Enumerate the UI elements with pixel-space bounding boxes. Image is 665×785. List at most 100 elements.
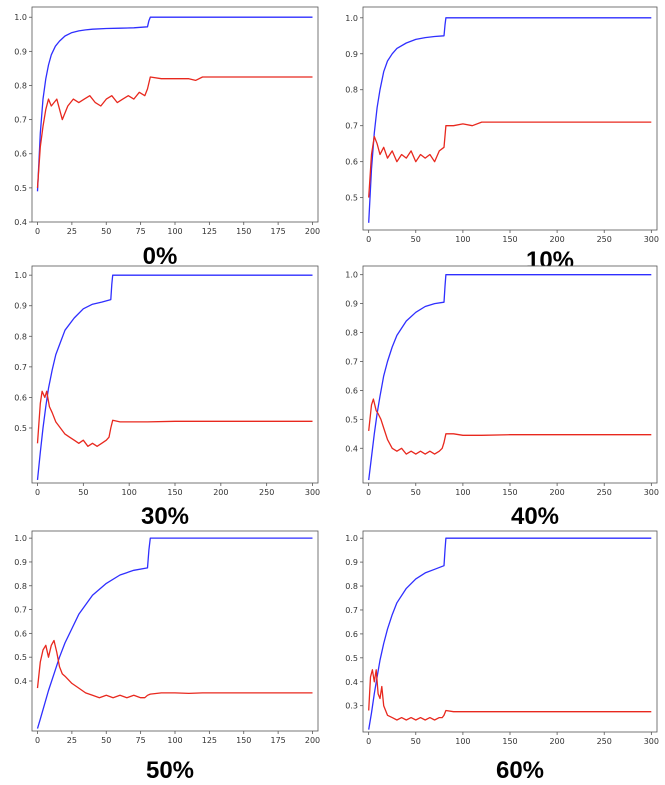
x-tick-label: 150 xyxy=(167,488,182,497)
x-tick-label: 0 xyxy=(35,736,40,745)
x-tick-label: 125 xyxy=(202,736,217,745)
x-tick-label: 50 xyxy=(411,737,421,746)
x-tick-label: 125 xyxy=(202,227,217,236)
x-tick-label: 200 xyxy=(305,227,320,236)
chart-panel-2: 0 50 100 150 200 250 300 0.5 0.6 0.7 0.8 0.9 1.0 30% xyxy=(0,260,330,530)
chart-panel-0: 0 25 50 75 100 125 150 175 200 0.4 0.5 0.6 0.7 0.8 0.9… xyxy=(0,0,330,270)
y-tick-label: 0.6 xyxy=(14,393,27,402)
y-tick-label: 0.7 xyxy=(14,116,27,125)
y-tick-label: 0.6 xyxy=(345,386,358,395)
x-tick-label: 0 xyxy=(366,737,371,746)
plot-frame xyxy=(31,6,319,223)
x-tick-label: 175 xyxy=(270,736,285,745)
y-tick-label: 0.8 xyxy=(345,86,358,95)
y-tick-label: 0.5 xyxy=(14,424,27,433)
x-tick-label: 300 xyxy=(644,488,659,497)
y-tick-label: 0.9 xyxy=(345,50,358,59)
chart-panel-4: 0 25 50 75 100 125 150 175 200 0.4 0.5 0.6 0.7 0.8 0.9… xyxy=(0,525,330,784)
y-tick-label: 0.9 xyxy=(14,302,27,311)
x-tick-label: 150 xyxy=(502,737,517,746)
blue-series-line xyxy=(36,274,313,480)
y-tick-label: 1.0 xyxy=(345,534,358,543)
x-tick-label: 100 xyxy=(122,488,137,497)
chart-caption: 50% xyxy=(145,757,195,784)
y-tick-label: 1.0 xyxy=(14,13,27,22)
x-tick-label: 50 xyxy=(101,227,111,236)
x-tick-label: 100 xyxy=(455,488,470,497)
y-tick-label: 0.8 xyxy=(345,329,358,338)
chart-svg-4: 0 25 50 75 100 125 150 175 200 0.4 0.5 0.6 0.7 0.8 0.9… xyxy=(14,530,320,745)
y-tick-label: 0.5 xyxy=(345,194,358,203)
x-tick-label: 200 xyxy=(213,488,228,497)
chart-caption: 40% xyxy=(510,503,560,530)
x-tick-label: 25 xyxy=(67,736,77,745)
x-tick-label: 0 xyxy=(35,227,40,236)
chart-svg-1: 0 50 100 150 200 250 300 0.5 0.6 0.7 0.8 0.9 1.0 xyxy=(345,6,659,244)
blue-series-line xyxy=(368,274,652,481)
y-tick-label: 0.7 xyxy=(14,606,27,615)
plot-frame xyxy=(362,265,658,484)
y-tick-label: 0.9 xyxy=(345,558,358,567)
chart-panel-1: 0 50 100 150 200 250 300 0.5 0.6 0.7 0.8 0.9 1.0 10% xyxy=(335,0,665,274)
x-tick-label: 25 xyxy=(67,227,77,236)
chart-panel-3: 0 50 100 150 200 250 300 0.4 0.5 0.6 0.7 0.8 0.9 1.0 … xyxy=(335,260,665,530)
chart-svg-5: 0 50 100 150 200 250 300 0.3 0.4 0.5 0.6 0.7 0.8 0.9 1… xyxy=(345,530,659,746)
y-tick-label: 0.4 xyxy=(345,678,358,687)
y-tick-label: 0.9 xyxy=(14,558,27,567)
y-tick-label: 0.4 xyxy=(345,444,358,453)
x-tick-label: 250 xyxy=(259,488,274,497)
x-tick-label: 100 xyxy=(455,235,470,244)
plot-frame xyxy=(362,6,658,231)
x-tick-label: 150 xyxy=(236,227,251,236)
y-tick-label: 1.0 xyxy=(345,14,358,23)
red-series-line xyxy=(36,76,313,188)
x-tick-label: 250 xyxy=(597,235,612,244)
x-tick-label: 150 xyxy=(236,736,251,745)
red-series-line xyxy=(36,639,313,699)
plot-frame xyxy=(362,530,658,733)
y-tick-label: 0.6 xyxy=(14,150,27,159)
x-tick-label: 250 xyxy=(597,737,612,746)
chart-caption: 60% xyxy=(495,757,545,784)
y-tick-label: 0.8 xyxy=(14,81,27,90)
plot-frame xyxy=(31,265,319,484)
x-tick-label: 300 xyxy=(305,488,320,497)
y-tick-label: 0.9 xyxy=(345,300,358,309)
y-tick-label: 0.9 xyxy=(14,47,27,56)
x-tick-label: 150 xyxy=(502,488,517,497)
blue-series-line xyxy=(36,16,313,192)
x-tick-label: 200 xyxy=(305,736,320,745)
y-tick-label: 0.7 xyxy=(345,357,358,366)
y-tick-label: 0.8 xyxy=(345,582,358,591)
x-tick-label: 300 xyxy=(644,737,659,746)
y-tick-label: 1.0 xyxy=(345,271,358,280)
y-tick-label: 0.6 xyxy=(345,158,358,167)
red-series-line xyxy=(36,390,313,447)
x-tick-label: 75 xyxy=(136,736,146,745)
x-tick-label: 200 xyxy=(549,235,564,244)
x-tick-label: 100 xyxy=(167,736,182,745)
blue-series-line xyxy=(36,537,313,729)
x-tick-label: 0 xyxy=(35,488,40,497)
y-tick-label: 1.0 xyxy=(14,271,27,280)
y-tick-label: 0.6 xyxy=(345,630,358,639)
y-tick-label: 0.4 xyxy=(14,677,27,686)
x-tick-label: 0 xyxy=(366,488,371,497)
blue-series-line xyxy=(368,17,652,223)
x-tick-label: 0 xyxy=(366,235,371,244)
y-tick-label: 0.5 xyxy=(345,415,358,424)
chart-svg-2: 0 50 100 150 200 250 300 0.5 0.6 0.7 0.8 0.9 1.0 xyxy=(14,265,320,497)
red-series-line xyxy=(368,398,652,455)
x-tick-label: 200 xyxy=(549,737,564,746)
x-tick-label: 250 xyxy=(597,488,612,497)
chart-svg-3: 0 50 100 150 200 250 300 0.4 0.5 0.6 0.7 0.8 0.9 1.0 xyxy=(345,265,659,497)
x-tick-label: 100 xyxy=(167,227,182,236)
x-tick-label: 50 xyxy=(78,488,88,497)
blue-series-line xyxy=(368,537,652,730)
x-tick-label: 175 xyxy=(270,227,285,236)
x-tick-label: 300 xyxy=(644,235,659,244)
y-tick-label: 0.5 xyxy=(14,653,27,662)
x-tick-label: 50 xyxy=(101,736,111,745)
x-tick-label: 200 xyxy=(549,488,564,497)
chart-panel-5: 0 50 100 150 200 250 300 0.3 0.4 0.5 0.6 0.7 0.8 0.9 1… xyxy=(335,525,665,784)
